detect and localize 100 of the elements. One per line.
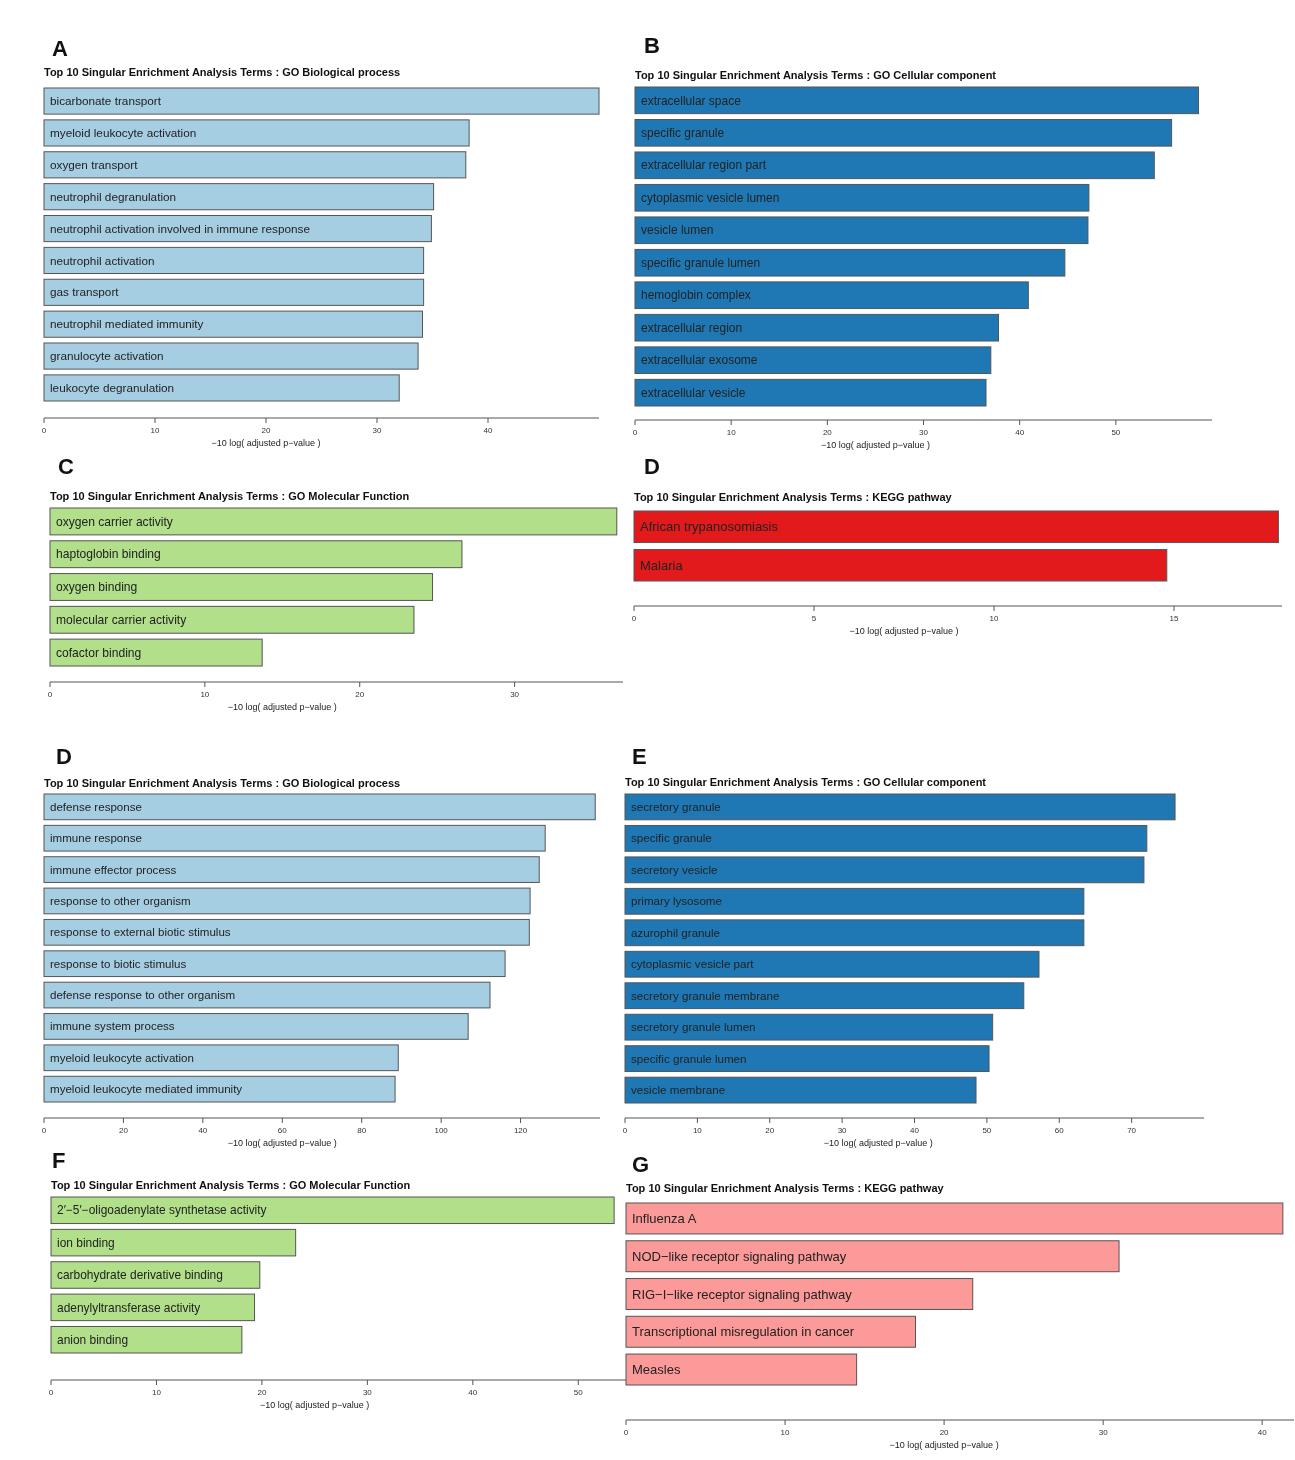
bar [43, 374, 400, 402]
chart-title: Top 10 Singular Enrichment Analysis Terms : KEGG pathway [626, 1182, 945, 1194]
y-tick-label: defense response [50, 800, 142, 813]
x-tick-label: 20 [261, 426, 271, 435]
x-tick-label: 60 [1054, 1126, 1065, 1135]
x-tick-label: 20 [355, 690, 365, 699]
y-tick-label: Influenza A [632, 1211, 697, 1227]
y-tick-label: response to external biotic stimulus [50, 926, 231, 939]
bar [634, 346, 992, 375]
bar [634, 216, 1089, 245]
chart-title: Top 10 Singular Enrichment Analysis Terms : KEGG pathway [634, 491, 953, 503]
bar [634, 118, 1173, 147]
bar [43, 950, 506, 978]
y-tick-label: molecular carrier activity [56, 613, 188, 628]
x-tick-label: 0 [623, 1428, 629, 1437]
x-tick-label: 10 [780, 1428, 791, 1437]
bar [624, 919, 1085, 947]
x-tick-label: 0 [41, 426, 47, 435]
bar [50, 1228, 297, 1257]
chart-title: Top 10 Singular Enrichment Analysis Terms : GO Molecular Function [50, 490, 410, 502]
x-tick-label: 30 [510, 690, 520, 699]
bar [43, 342, 419, 370]
y-tick-label: azurophil granule [631, 925, 721, 939]
x-tick-label: 40 [483, 426, 493, 435]
x-tick-label: 20 [118, 1126, 129, 1135]
y-tick-label: bicarbonate transport [50, 94, 162, 108]
bar [634, 281, 1029, 310]
x-tick-label: 40 [910, 1126, 920, 1135]
y-tick-label: Malaria [640, 557, 684, 573]
x-tick-label: 10 [726, 428, 737, 437]
bar [49, 605, 415, 634]
y-tick-label: oxygen carrier activity [56, 514, 174, 529]
y-tick-label: haptoglobin binding [56, 547, 161, 562]
bar [634, 86, 1200, 115]
x-axis-title: −10 log( adjusted p−value ) [227, 1138, 337, 1148]
x-axis-title: −10 log( adjusted p−value ) [823, 1138, 933, 1148]
bar [625, 1202, 1284, 1235]
bar [43, 856, 540, 883]
x-tick-label: 50 [982, 1126, 992, 1135]
x-tick-label: 15 [1169, 614, 1179, 623]
y-tick-label: adenylyltransferase activity [57, 1300, 201, 1315]
x-axis-title: −10 log( adjusted p−value ) [849, 626, 959, 636]
x-tick-label: 0 [631, 614, 637, 623]
bar [43, 246, 425, 275]
x-tick-label: 30 [372, 426, 382, 435]
x-tick-label: 5 [811, 614, 817, 623]
bar [624, 887, 1085, 915]
y-tick-label: specific granule [631, 831, 712, 845]
bar [624, 1076, 977, 1104]
y-tick-label: extracellular space [641, 93, 742, 108]
text: A [52, 36, 68, 61]
x-axis-title: −10 log( adjusted p−value ) [820, 440, 930, 450]
y-tick-label: carbohydrate derivative binding [57, 1268, 223, 1283]
y-tick-label: Transcriptional misregulation in cancer [632, 1324, 855, 1340]
bar [43, 824, 546, 852]
x-tick-label: 0 [632, 428, 638, 437]
y-tick-label: extracellular exosome [641, 353, 758, 368]
bar [43, 87, 600, 115]
y-tick-label: 2′−5′−oligoadenylate synthetase activity [57, 1203, 267, 1218]
bar [634, 151, 1155, 180]
y-tick-label: cytoplasmic vesicle lumen [641, 190, 780, 205]
y-tick-label: anion binding [57, 1332, 129, 1347]
x-tick-label: 10 [200, 690, 210, 699]
y-tick-label: secretory granule lumen [631, 1020, 756, 1034]
text: G [632, 1152, 650, 1177]
x-tick-label: 40 [1257, 1428, 1268, 1437]
y-tick-label: primary lysosome [631, 894, 722, 908]
x-tick-label: 10 [150, 426, 160, 435]
bar [634, 313, 1000, 342]
chart-title: Top 10 Singular Enrichment Analysis Terms : GO Cellular component [625, 776, 987, 788]
x-tick-label: 30 [837, 1126, 848, 1135]
y-tick-label: defense response to other organism [50, 989, 236, 1002]
x-axis-title: −10 log( adjusted p−value ) [227, 702, 337, 712]
bar [43, 1013, 469, 1040]
x-tick-label: 0 [622, 1126, 628, 1135]
x-tick-label: 70 [1127, 1126, 1137, 1135]
bar [49, 540, 463, 569]
y-tick-label: secretory granule [631, 799, 721, 813]
y-tick-label: extracellular vesicle [641, 385, 746, 400]
text: F [52, 1148, 66, 1173]
x-tick-label: 100 [434, 1126, 449, 1135]
chart-title: Top 10 Singular Enrichment Analysis Terms : GO Biological process [44, 66, 401, 78]
x-tick-label: 10 [152, 1388, 162, 1397]
y-tick-label: RIG−I−like receptor signaling pathway [632, 1286, 853, 1302]
bar [49, 507, 618, 536]
text: D [644, 454, 660, 479]
bar [43, 918, 530, 946]
y-tick-label: neutrophil degranulation [50, 189, 177, 203]
x-tick-label: 20 [939, 1428, 950, 1437]
x-axis-title: −10 log( adjusted p−value ) [260, 1400, 370, 1410]
bar [624, 793, 1176, 821]
x-tick-label: 20 [765, 1126, 775, 1135]
bar [43, 1075, 396, 1103]
bar [50, 1196, 615, 1225]
y-tick-label: specific granule lumen [631, 1051, 747, 1065]
bar [43, 119, 470, 147]
y-tick-label: myeloid leukocyte mediated immunity [50, 1083, 243, 1096]
y-tick-label: immune effector process [50, 863, 177, 876]
bar [624, 950, 1040, 978]
y-tick-label: hemoglobin complex [641, 288, 751, 303]
